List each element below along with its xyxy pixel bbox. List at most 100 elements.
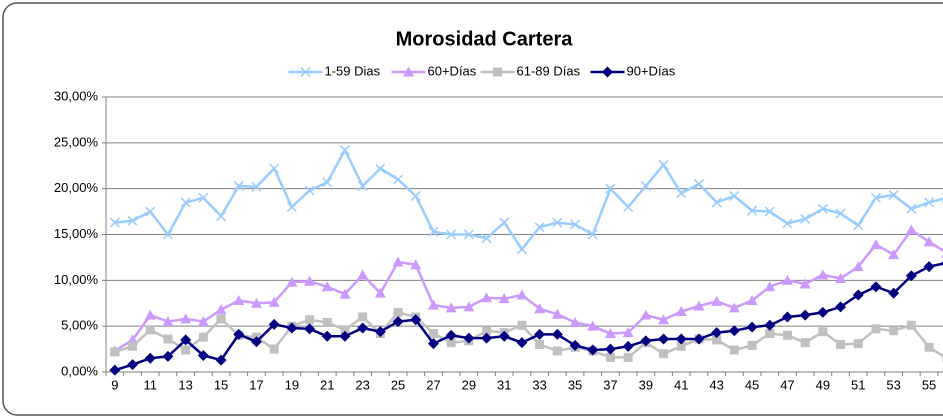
point-marker [676, 188, 687, 199]
point-marker [109, 217, 120, 228]
point-marker [268, 296, 280, 307]
point-marker [924, 197, 935, 208]
point-marker [729, 190, 740, 202]
point-marker [799, 309, 811, 321]
point-marker [445, 302, 457, 313]
point-marker [305, 315, 315, 325]
point-marker [463, 332, 475, 344]
point-marker [304, 275, 316, 286]
point-marker [552, 346, 562, 356]
point-marker [269, 344, 279, 354]
point-marker [339, 288, 351, 299]
point-marker [357, 269, 369, 280]
point-marker [622, 327, 634, 338]
point-marker [233, 295, 245, 305]
point-marker [781, 311, 793, 323]
point-marker [923, 261, 935, 273]
point-marker [640, 180, 651, 191]
point-marker [888, 287, 900, 299]
x-tick-label: 13 [178, 377, 192, 392]
point-marker [197, 350, 209, 361]
point-marker [552, 217, 563, 228]
point-marker [516, 337, 528, 349]
x-tick-label: 19 [285, 377, 299, 392]
point-marker [516, 244, 527, 255]
point-marker [374, 326, 386, 338]
point-marker [835, 301, 847, 313]
legend-marker [403, 66, 414, 77]
x-tick-label: 37 [603, 377, 617, 392]
point-marker [728, 325, 740, 337]
x-tick-label: 51 [851, 377, 865, 392]
point-marker [817, 306, 829, 318]
point-marker [675, 333, 687, 345]
point-marker [889, 326, 899, 336]
point-marker [675, 306, 687, 316]
point-marker [339, 330, 351, 342]
point-marker [924, 342, 934, 352]
x-tick-label: 49 [816, 377, 830, 392]
point-marker [764, 319, 776, 331]
point-marker [782, 218, 793, 229]
point-marker [110, 347, 120, 357]
point-marker [746, 321, 758, 333]
x-tick-label: 47 [780, 377, 794, 392]
point-marker [392, 256, 404, 267]
point-marker [836, 340, 846, 349]
point-marker [693, 179, 704, 190]
point-marker [569, 317, 581, 327]
point-marker [374, 287, 386, 298]
point-marker [304, 323, 316, 335]
point-marker [498, 330, 510, 342]
point-marker [446, 338, 456, 348]
point-marker [658, 314, 670, 325]
point-marker [906, 203, 917, 214]
x-tick-label: 23 [355, 377, 369, 392]
x-tick-label: 17 [249, 377, 263, 392]
x-tick-label: 29 [462, 377, 476, 392]
legend-marker [602, 66, 613, 78]
x-tick-label: 43 [709, 377, 723, 392]
series-line [114, 228, 943, 352]
point-marker [322, 177, 333, 188]
point-marker [658, 159, 669, 170]
point-marker [676, 341, 686, 351]
x-tick-label: 53 [886, 377, 900, 392]
point-marker [817, 269, 829, 280]
x-tick-label: 25 [391, 377, 405, 392]
point-marker [605, 352, 615, 362]
legend-label: 90+Días [627, 63, 676, 78]
point-marker [835, 273, 847, 283]
x-tick-label: 45 [745, 377, 759, 392]
x-tick-label: 35 [568, 377, 582, 392]
x-tick-label: 33 [532, 377, 546, 392]
point-marker [181, 345, 191, 355]
point-marker [198, 332, 208, 342]
point-marker [746, 295, 758, 305]
point-marker [428, 329, 438, 338]
point-marker [570, 219, 581, 230]
point-marker [322, 318, 332, 327]
point-marker [357, 180, 368, 191]
point-marker [215, 304, 227, 315]
point-marker [233, 180, 244, 191]
point-marker [923, 236, 935, 247]
point-marker [799, 278, 811, 289]
point-marker [145, 325, 155, 335]
point-marker [640, 309, 652, 320]
point-marker [888, 190, 899, 201]
point-marker [817, 203, 828, 214]
x-tick-label: 41 [674, 377, 688, 392]
y-tick-label: 15,00% [54, 226, 99, 241]
point-marker [162, 229, 173, 240]
point-marker [765, 329, 775, 338]
y-tick-label: 30,00% [54, 88, 99, 103]
x-tick-label: 21 [320, 377, 334, 392]
point-marker [446, 229, 457, 240]
point-marker [286, 276, 298, 287]
point-marker [180, 197, 191, 208]
point-marker [800, 338, 810, 348]
point-marker [463, 229, 474, 240]
point-marker [498, 293, 510, 304]
point-marker [747, 340, 757, 350]
